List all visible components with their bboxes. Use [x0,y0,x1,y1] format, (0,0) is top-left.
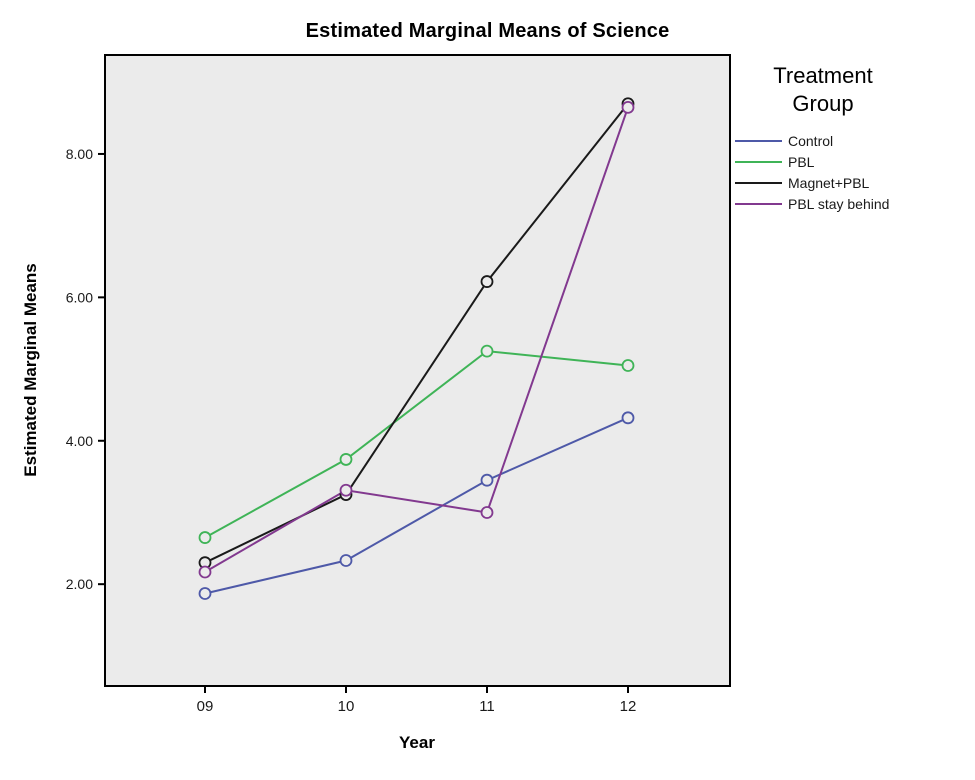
data-point-marker [480,506,494,519]
series-line-pbl [204,350,629,539]
legend-swatch [735,202,782,205]
legend-item: Magnet+PBL [735,172,970,193]
x-axis-title: Year [399,733,435,752]
data-point-marker [339,453,353,466]
data-point-marker [621,359,635,372]
legend-item-label: PBL [788,153,815,170]
x-tick-label: 09 [197,698,214,715]
legend-swatch [735,160,782,163]
legend-swatch [735,139,782,142]
data-point-marker [339,554,353,567]
legend-item-label: PBL stay behind [788,195,890,212]
data-point-marker [480,344,494,358]
x-tick-label: 10 [338,698,355,715]
y-tick-label: 6.00 [66,289,93,305]
y-tick-label: 2.00 [66,576,93,592]
legend-item-label: Control [788,132,834,149]
legend-item: PBL [735,151,970,172]
plot-background [104,54,731,687]
data-point-marker [621,100,635,114]
data-point-marker [198,565,212,579]
x-tick-label: 12 [620,698,637,715]
legend-swatch [735,181,782,184]
legend-item-label: Magnet+PBL [788,174,870,191]
data-point-marker [198,587,212,600]
data-point-marker [480,473,494,487]
chart-title: Estimated Marginal Means of Science [305,20,670,42]
data-point-marker [339,483,353,497]
legend-title: Treatment Group [773,63,873,117]
legend-items: Control PBL Magnet+PBL PBL stay behind [735,130,970,214]
legend-item: Control [735,130,970,151]
legend: Treatment Group Control PBL Magnet+PBL PBL … [735,62,970,214]
data-point-marker [198,531,212,544]
x-tick-label: 11 [479,698,495,715]
series-line-magnet-pbl [204,103,629,564]
y-tick-label: 8.00 [66,146,93,162]
series-line-pbl-stay-behind [204,107,629,573]
data-point-marker [480,275,494,288]
y-tick-label: 4.00 [66,433,93,449]
data-point-marker [621,411,635,425]
series-line-control [204,416,629,595]
legend-item: PBL stay behind [735,193,970,214]
